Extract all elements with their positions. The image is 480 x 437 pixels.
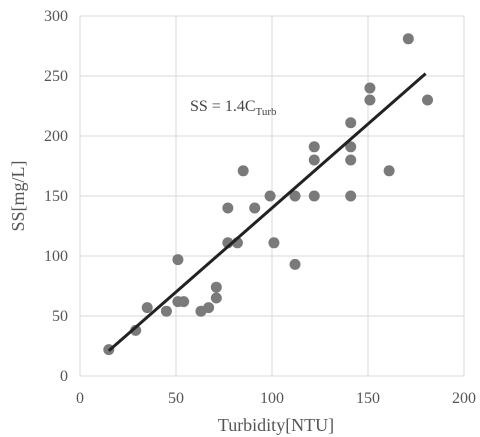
data-point bbox=[308, 190, 320, 202]
data-point bbox=[345, 190, 357, 202]
y-tick-label: 50 bbox=[52, 308, 68, 325]
data-point bbox=[222, 202, 234, 214]
data-point bbox=[249, 202, 261, 214]
data-point bbox=[172, 254, 184, 266]
data-point bbox=[345, 117, 357, 129]
data-point bbox=[130, 324, 142, 336]
data-points bbox=[103, 33, 434, 356]
data-point bbox=[402, 33, 414, 45]
x-tick-label: 150 bbox=[356, 390, 380, 407]
data-point bbox=[364, 94, 376, 106]
equation-annotation: SS = 1.4CTurb bbox=[190, 98, 277, 118]
data-point bbox=[178, 296, 190, 308]
data-point bbox=[345, 154, 357, 166]
y-tick-label: 250 bbox=[44, 68, 68, 85]
data-point bbox=[308, 154, 320, 166]
x-tick-label: 100 bbox=[260, 390, 284, 407]
trendline bbox=[107, 72, 427, 352]
data-point bbox=[268, 237, 280, 249]
data-point bbox=[237, 165, 249, 177]
data-point bbox=[203, 302, 215, 314]
data-point bbox=[308, 141, 320, 153]
y-tick-label: 150 bbox=[44, 188, 68, 205]
x-tick-label: 50 bbox=[168, 390, 184, 407]
y-tick-label: 300 bbox=[44, 8, 68, 25]
data-point bbox=[210, 281, 222, 293]
x-axis-title: Turbidity[NTU] bbox=[218, 415, 334, 435]
x-tick-label: 200 bbox=[452, 390, 476, 407]
equation-main: SS = 1.4C bbox=[190, 98, 256, 115]
data-point bbox=[289, 190, 301, 202]
y-tick-label: 200 bbox=[44, 128, 68, 145]
data-point bbox=[422, 94, 434, 106]
equation-subscript: Turb bbox=[256, 106, 277, 118]
tick-labels: 0 50 100 150 200 0 50 100 150 200 250 300 bbox=[44, 8, 476, 407]
data-point bbox=[264, 190, 276, 202]
data-point bbox=[289, 258, 301, 270]
data-point bbox=[383, 165, 395, 177]
trendline-group bbox=[107, 72, 427, 352]
data-point bbox=[160, 305, 172, 317]
x-tick-label: 0 bbox=[76, 390, 84, 407]
data-point bbox=[141, 302, 153, 314]
data-point bbox=[210, 292, 222, 304]
data-point bbox=[345, 141, 357, 153]
y-tick-label: 0 bbox=[60, 368, 68, 385]
data-point bbox=[364, 82, 376, 94]
y-tick-label: 100 bbox=[44, 248, 68, 265]
y-axis-title: SS[mg/L] bbox=[8, 160, 28, 231]
